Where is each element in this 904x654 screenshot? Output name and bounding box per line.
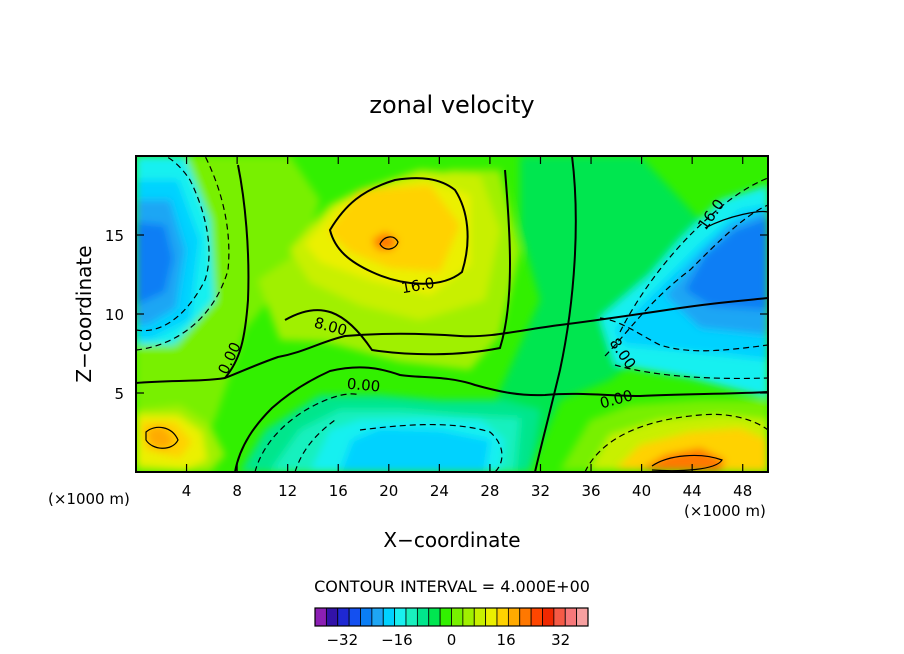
colorbar-swatch xyxy=(416,607,430,627)
colorbar-swatch xyxy=(371,607,384,627)
colorbar-swatch xyxy=(542,607,555,627)
colorbar xyxy=(314,607,589,627)
x-scale-note-left: (×1000 m) xyxy=(48,490,130,508)
x-axis-ticks: 4 8 12 16 20 24 28 32 36 40 44 48 xyxy=(182,156,752,500)
colorbar-swatch xyxy=(462,607,475,627)
colorbar-swatch xyxy=(314,607,327,627)
colorbar-swatch xyxy=(530,607,543,627)
x-tick-label: 28 xyxy=(480,482,499,500)
x-tick-label: 8 xyxy=(232,482,242,500)
x-tick-label: 16 xyxy=(329,482,348,500)
colorbar-tick-label: −32 xyxy=(326,631,358,649)
colorbar-swatch xyxy=(451,607,464,627)
colorbar-tick-label: −16 xyxy=(381,631,413,649)
colorbar-swatch xyxy=(473,607,487,627)
y-tick-label: 10 xyxy=(105,306,124,324)
colorbar-ticks: −32 −16 0 16 32 xyxy=(326,631,570,649)
colorbar-swatch xyxy=(360,607,373,627)
x-tick-label: 40 xyxy=(632,482,651,500)
y-axis-ticks: 5 10 15 xyxy=(105,227,768,403)
contour-label: 16.0 xyxy=(400,274,436,298)
colorbar-tick-label: 0 xyxy=(447,631,457,649)
x-axis-label: X−coordinate xyxy=(383,528,520,552)
colorbar-swatch xyxy=(507,607,521,627)
x-tick-label: 4 xyxy=(182,482,192,500)
colorbar-swatch xyxy=(439,607,452,627)
colorbar-swatch xyxy=(348,607,361,627)
x-tick-label: 32 xyxy=(531,482,550,500)
colorbar-swatch xyxy=(394,607,407,627)
contour-interval-text: CONTOUR INTERVAL = 4.000E+00 xyxy=(314,577,590,596)
y-tick-label: 5 xyxy=(114,385,124,403)
contour-label: 0.00 xyxy=(346,375,381,396)
x-scale-note-right: (×1000 m) xyxy=(684,502,766,520)
colorbar-frame xyxy=(314,607,589,627)
colorbar-swatch xyxy=(382,607,396,627)
y-axis-label: Z−coordinate xyxy=(72,245,96,382)
colorbar-swatch xyxy=(337,607,350,627)
colorbar-swatch xyxy=(496,607,509,627)
colorbar-swatch xyxy=(553,607,566,627)
chart-title: zonal velocity xyxy=(369,91,534,119)
colorbar-tick-label: 32 xyxy=(551,631,570,649)
x-tick-label: 24 xyxy=(430,482,449,500)
x-tick-label: 12 xyxy=(278,482,297,500)
colorbar-tick-label: 16 xyxy=(497,631,516,649)
colorbar-swatch xyxy=(519,607,532,627)
x-tick-label: 36 xyxy=(581,482,600,500)
colorbar-swatch xyxy=(485,607,498,627)
y-tick-label: 15 xyxy=(105,227,124,245)
colorbar-swatch xyxy=(428,607,441,627)
colorbar-swatch xyxy=(564,607,578,627)
colorbar-swatch xyxy=(576,607,589,627)
x-tick-label: 44 xyxy=(683,482,702,500)
colorbar-swatch xyxy=(325,607,339,627)
x-tick-label: 20 xyxy=(379,482,398,500)
x-tick-label: 48 xyxy=(733,482,752,500)
colorbar-swatch xyxy=(405,607,418,627)
